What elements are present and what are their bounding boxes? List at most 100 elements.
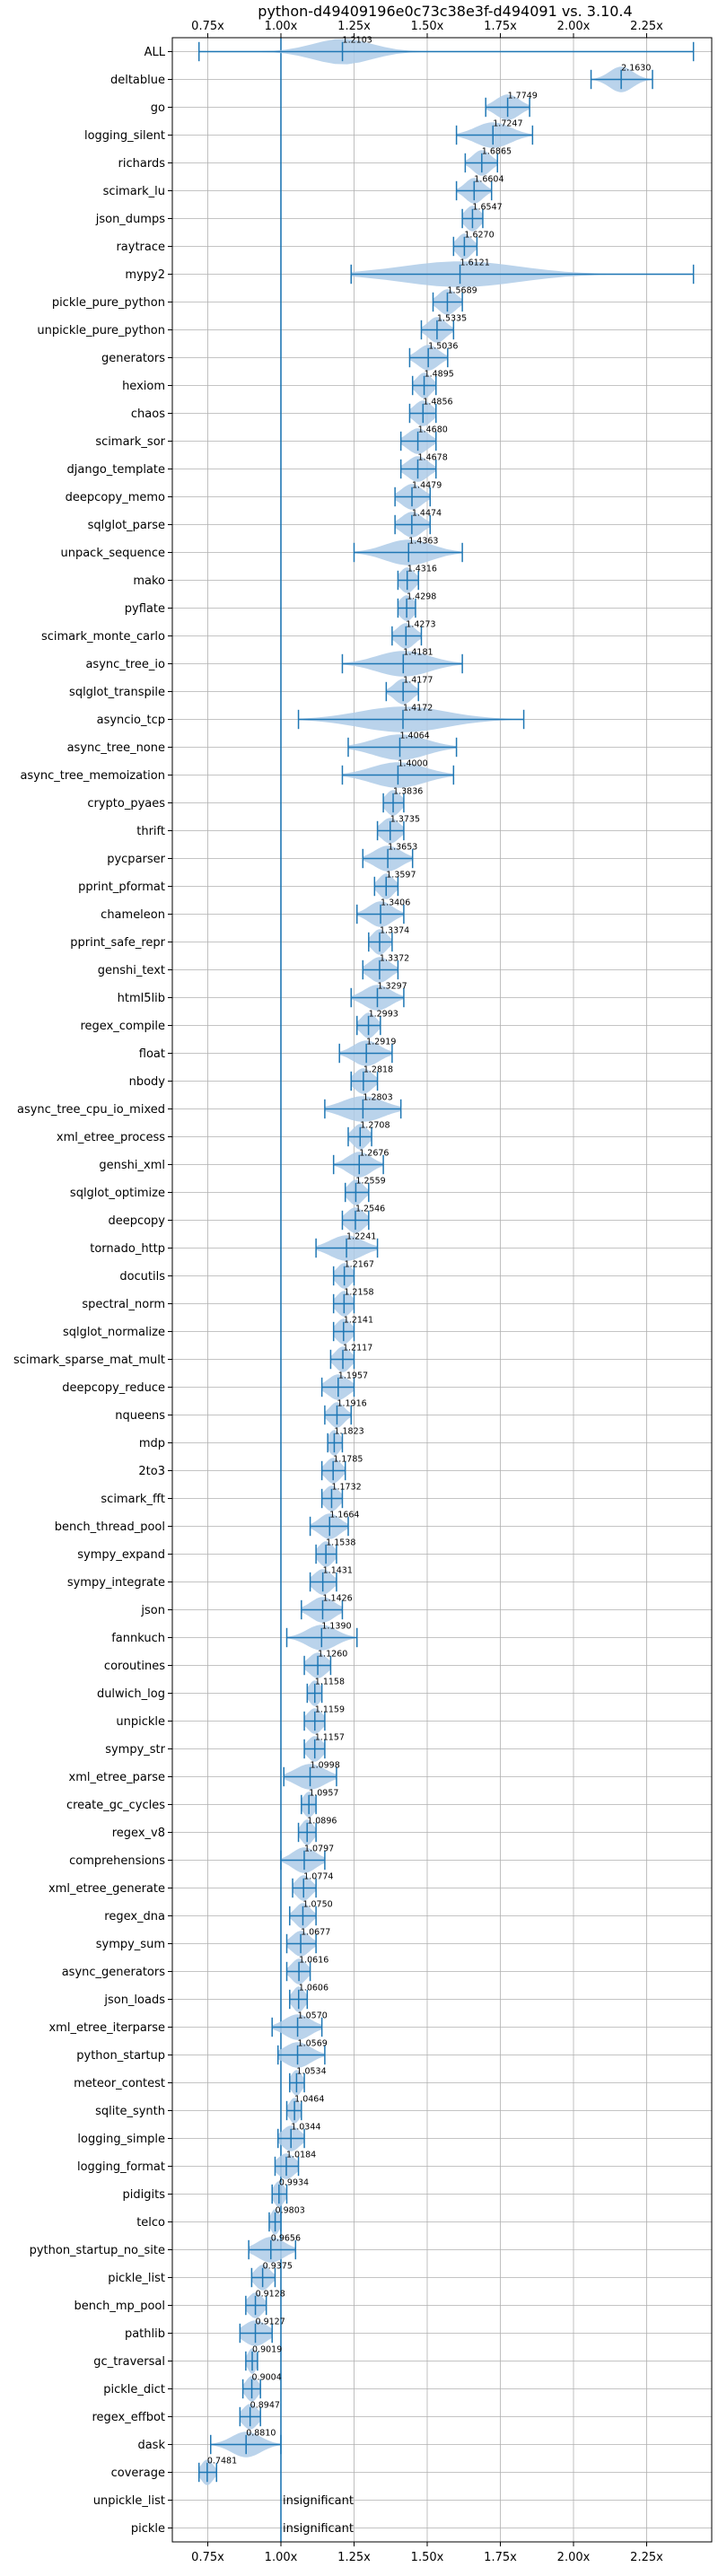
- value-label: 1.3374: [380, 925, 409, 935]
- benchmark-label: mypy2: [125, 268, 165, 282]
- benchmark-label: comprehensions: [69, 1854, 165, 1868]
- benchmark-label: hexiom: [122, 380, 165, 393]
- benchmark-label: spectral_norm: [82, 1298, 165, 1311]
- x-tick-label-bottom: 1.50x: [411, 2551, 444, 2564]
- value-label: 1.2676: [359, 1148, 389, 1158]
- benchmark-label: crypto_pyaes: [87, 797, 165, 810]
- benchmark-label: sqlite_synth: [95, 2105, 165, 2118]
- value-label: 1.1390: [321, 1621, 351, 1631]
- benchmark-label: sqlglot_parse: [88, 519, 165, 532]
- benchmark-label: chameleon: [101, 908, 165, 922]
- benchmark-label: async_generators: [62, 1966, 166, 1979]
- value-label: 1.1916: [337, 1398, 366, 1408]
- value-label: 1.4479: [412, 480, 442, 490]
- grid: 0.75x 0.75x 1.00x 1.00x 1.25x 1.25x 1.50x 1.50x…: [13, 20, 712, 2564]
- benchmark-label: genshi_xml: [99, 1159, 165, 1172]
- benchmark-label: mako: [133, 574, 165, 588]
- value-label: 1.0569: [298, 2038, 328, 2048]
- value-label: 1.3297: [377, 981, 407, 991]
- benchmark-label: genshi_text: [98, 964, 165, 977]
- benchmark-label: nqueens: [115, 1409, 165, 1423]
- benchmark-label: sympy_sum: [96, 1938, 165, 1951]
- x-tick-label-top: 0.75x: [191, 20, 224, 33]
- benchmark-label: raytrace: [116, 241, 165, 254]
- value-label: 1.6604: [474, 174, 503, 184]
- benchmark-label: sympy_integrate: [67, 1576, 165, 1590]
- benchmark-label: meteor_contest: [74, 2077, 165, 2090]
- x-tick-label-top: 1.75x: [484, 20, 517, 33]
- value-label: 1.1957: [338, 1371, 368, 1380]
- value-label: 1.0750: [302, 1899, 332, 1909]
- benchmark-label: generators: [101, 352, 165, 365]
- value-label: 0.8947: [250, 2400, 280, 2410]
- value-label: 1.4298: [407, 591, 436, 601]
- x-tick-label-top: 1.50x: [411, 20, 444, 33]
- value-label: 1.0344: [291, 2122, 320, 2132]
- benchmark-label: scimark_sor: [95, 435, 165, 449]
- value-label: 1.4064: [399, 731, 429, 740]
- value-label: 1.1732: [331, 1482, 361, 1492]
- value-label: 1.1664: [329, 1510, 359, 1520]
- value-label: 1.4273: [406, 619, 435, 629]
- value-label: 1.2103: [343, 35, 372, 45]
- benchmark-label: json: [140, 1604, 165, 1617]
- benchmark-label: unpack_sequence: [60, 547, 165, 560]
- value-label: 1.4895: [425, 369, 454, 379]
- benchmark-label: deepcopy: [108, 1214, 165, 1228]
- value-label: 1.1431: [323, 1565, 353, 1575]
- value-label: 1.0534: [296, 2066, 326, 2076]
- value-label: 1.0774: [303, 1871, 333, 1881]
- value-label: 1.3836: [393, 786, 423, 796]
- value-label: 0.9375: [263, 2261, 293, 2271]
- benchmark-label: sqlglot_optimize: [70, 1187, 165, 1200]
- value-label: 1.5335: [437, 313, 467, 323]
- value-label: 1.2919: [366, 1037, 396, 1047]
- value-label: 1.4474: [412, 508, 442, 518]
- value-label: 1.4000: [398, 758, 427, 768]
- benchmark-label: unpickle_list: [93, 2494, 165, 2508]
- value-label: 1.6547: [472, 202, 502, 212]
- value-label: 1.5689: [447, 285, 477, 295]
- value-label: 0.8810: [246, 2428, 276, 2438]
- benchmark-label: go: [151, 101, 165, 115]
- value-label: 1.0616: [299, 1955, 328, 1965]
- benchmark-label: nbody: [129, 1075, 166, 1089]
- benchmark-label: xml_etree_generate: [48, 1882, 165, 1896]
- benchmark-label: tornado_http: [90, 1242, 165, 1256]
- x-tick-label-top: 1.00x: [265, 20, 298, 33]
- benchmark-label: coverage: [111, 2466, 165, 2480]
- value-label: 1.1538: [326, 1538, 355, 1547]
- value-label: 1.1159: [315, 1704, 345, 1714]
- insignificant-label: insignificant: [283, 2494, 354, 2508]
- benchmark-label: sympy_expand: [77, 1548, 165, 1562]
- benchmark-label: pickle_list: [108, 2272, 165, 2285]
- benchmark-label: dulwich_log: [97, 1687, 165, 1701]
- benchmark-label: scimark_fft: [101, 1493, 165, 1506]
- value-label: 0.9656: [271, 2233, 301, 2243]
- benchmark-label: scimark_sparse_mat_mult: [13, 1354, 165, 1367]
- value-label: 1.4363: [408, 536, 438, 546]
- value-label: 1.1785: [333, 1454, 363, 1464]
- value-label: 1.4316: [407, 564, 437, 574]
- value-label: 1.4172: [403, 703, 433, 713]
- x-tick-label-bottom: 0.75x: [191, 2551, 224, 2564]
- value-label: 1.0957: [309, 1788, 338, 1798]
- benchmark-label: logging_silent: [84, 129, 165, 143]
- x-tick-label-top: 2.25x: [630, 20, 663, 33]
- value-label: 1.6121: [460, 258, 490, 267]
- benchmark-label: async_tree_cpu_io_mixed: [17, 1103, 165, 1117]
- benchmark-label: xml_etree_parse: [69, 1771, 165, 1784]
- benchmark-label: telco: [136, 2216, 165, 2230]
- benchmark-label: json_dumps: [95, 213, 165, 226]
- benchmark-label: regex_effbot: [92, 2411, 165, 2424]
- benchmark-label: asyncio_tcp: [97, 714, 165, 727]
- value-label: 1.3372: [380, 953, 409, 963]
- benchmark-label: bench_thread_pool: [55, 1520, 165, 1534]
- benchmark-label: pprint_safe_repr: [70, 936, 165, 950]
- benchmark-label: 2to3: [138, 1465, 165, 1478]
- benchmark-label: dask: [137, 2439, 165, 2452]
- benchmark-label: pyflate: [125, 602, 165, 616]
- benchmark-label: pycparser: [107, 853, 165, 866]
- benchmark-label: json_loads: [103, 1993, 165, 2007]
- insignificant-label: insignificant: [283, 2522, 354, 2536]
